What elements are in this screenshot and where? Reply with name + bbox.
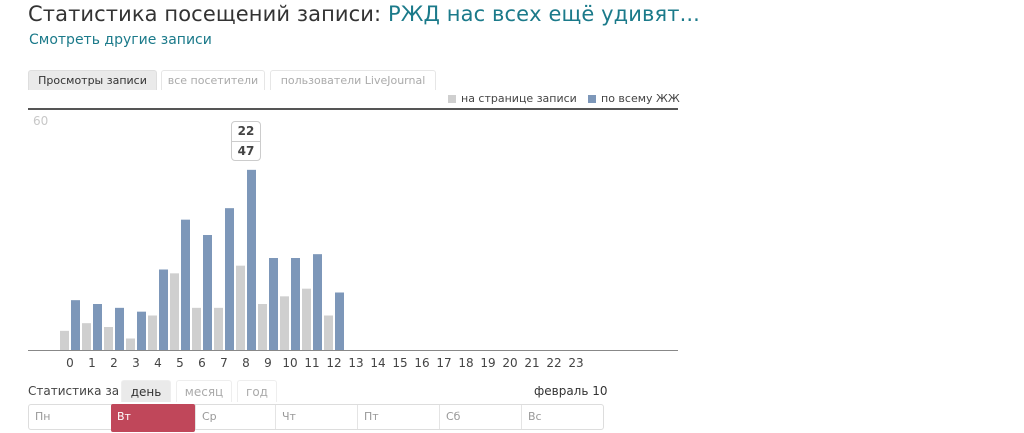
x-tick-label: 20 (502, 356, 517, 370)
y-max-label: 60 (33, 114, 48, 128)
page-title-prefix: Статистика посещений записи: (28, 2, 389, 26)
weekday-tue[interactable]: Вт (111, 404, 195, 432)
weekday-wed[interactable]: Ср (195, 405, 275, 429)
legend-all: по всему ЖЖ (588, 92, 680, 105)
bar-page-h1 (82, 323, 91, 350)
x-tick-label: 3 (132, 356, 140, 370)
tab-post-views[interactable]: Просмотры записи (28, 70, 157, 90)
bar-page-h2 (104, 327, 113, 350)
x-tick-label: 12 (326, 356, 341, 370)
x-tick-label: 7 (220, 356, 228, 370)
bar-page-h11 (302, 288, 311, 350)
x-tick-label: 18 (458, 356, 473, 370)
legend-page-label: на странице записи (461, 92, 577, 105)
bar-all-h1 (93, 304, 102, 350)
weekday-selector: Пн Вт Ср Чт Пт Сб Вс (28, 404, 604, 432)
x-tick-label: 23 (568, 356, 583, 370)
x-tick-label: 2 (110, 356, 118, 370)
x-tick-label: 4 (154, 356, 162, 370)
x-tick-label: 22 (546, 356, 561, 370)
bar-all-h2 (115, 307, 124, 350)
legend-all-label: по всему ЖЖ (601, 92, 680, 105)
bar-page-h10 (280, 296, 289, 350)
x-tick-label: 16 (414, 356, 429, 370)
x-tick-label: 5 (176, 356, 184, 370)
x-tick-label: 9 (264, 356, 272, 370)
period-year-tab[interactable]: год (237, 380, 277, 402)
x-tick-label: 0 (66, 356, 74, 370)
bar-all-h8 (247, 169, 256, 350)
chart-top-rule (28, 108, 678, 110)
legend-page: на странице записи (448, 92, 577, 105)
post-title-link[interactable]: РЖД нас всех ещё удивят... (388, 2, 700, 26)
x-tick-label: 13 (348, 356, 363, 370)
bar-page-h3 (126, 338, 135, 350)
bar-page-h12 (324, 315, 333, 350)
other-posts-link[interactable]: Смотреть другие записи (29, 32, 212, 48)
period-day-tab[interactable]: день (121, 380, 171, 402)
page-title: Статистика посещений записи: РЖД нас все… (28, 2, 700, 26)
x-tick-label: 10 (282, 356, 297, 370)
bar-page-h9 (258, 304, 267, 350)
bar-all-h12 (335, 292, 344, 350)
bar-tooltip: 22 47 (231, 121, 261, 161)
bar-all-h6 (203, 235, 212, 350)
x-tick-label: 11 (304, 356, 319, 370)
x-tick-label: 1 (88, 356, 96, 370)
tooltip-all-value: 47 (237, 144, 255, 158)
x-tick-label: 15 (392, 356, 407, 370)
weekday-mon[interactable]: Пн (35, 410, 51, 423)
weekday-fri[interactable]: Пт (357, 405, 439, 429)
bar-page-h7 (214, 307, 223, 350)
period-label: Статистика за (28, 384, 120, 398)
weekday-sat[interactable]: Сб (439, 405, 521, 429)
bar-page-h6 (192, 307, 201, 350)
hourly-views-chart: 600 1 2 3 4 5 6 7 8 9 10 11 12 13 14 15 16 17 18 19 20 21 22 23 (28, 114, 678, 370)
period-month-tab[interactable]: месяц (176, 380, 232, 402)
current-date: февраль 10 (534, 384, 608, 398)
bar-all-h11 (313, 254, 322, 350)
bar-all-h5 (181, 219, 190, 350)
bar-all-h9 (269, 258, 278, 350)
weekday-sun[interactable]: Вс (521, 405, 603, 429)
x-tick-label: 17 (436, 356, 451, 370)
bar-page-h4 (148, 315, 157, 350)
bar-all-h0 (71, 300, 80, 350)
tab-lj-users[interactable]: пользователи LiveJournal (270, 70, 436, 90)
tab-all-visitors[interactable]: все посетители (161, 70, 265, 90)
x-tick-label: 21 (524, 356, 539, 370)
legend-page-swatch (448, 95, 456, 103)
bar-page-h5 (170, 273, 179, 350)
tooltip-page-value: 22 (232, 122, 260, 142)
bar-page-h8 (236, 265, 245, 350)
bar-all-h10 (291, 258, 300, 350)
legend-all-swatch (588, 95, 596, 103)
bar-all-h3 (137, 311, 146, 350)
bar-page-h0 (60, 330, 69, 350)
bar-all-h4 (159, 269, 168, 350)
x-tick-label: 19 (480, 356, 495, 370)
x-tick-label: 14 (370, 356, 385, 370)
weekday-thu[interactable]: Чт (275, 405, 357, 429)
x-tick-label: 8 (242, 356, 250, 370)
bar-all-h7 (225, 208, 234, 350)
x-tick-label: 6 (198, 356, 206, 370)
